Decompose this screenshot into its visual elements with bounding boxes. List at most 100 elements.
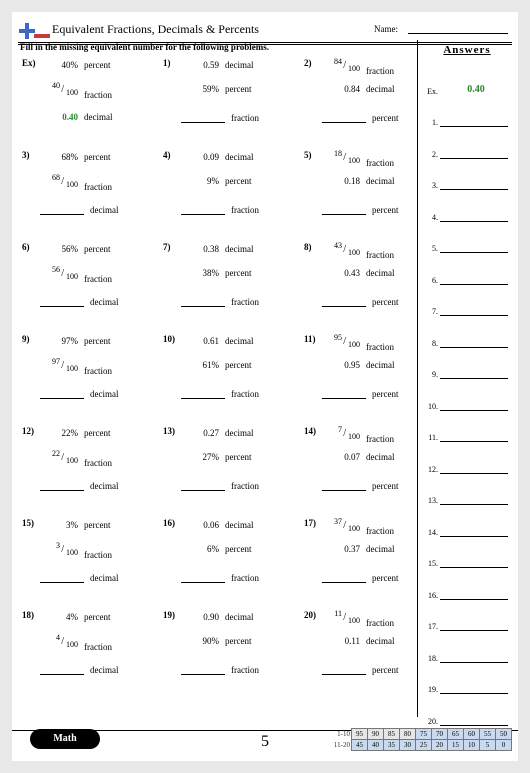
answer-blank-line[interactable] <box>440 557 508 568</box>
answer-blank[interactable] <box>40 296 84 307</box>
problem-number: 10) <box>163 334 175 344</box>
math-logo-icon <box>18 20 52 42</box>
type-label: percent <box>372 297 398 307</box>
type-label: percent <box>372 389 398 399</box>
answer-blank[interactable] <box>181 572 225 583</box>
type-label: decimal <box>225 60 254 70</box>
type-label: decimal <box>366 268 395 278</box>
answer-blank-line[interactable] <box>440 526 508 537</box>
value: 56% <box>40 244 84 254</box>
answer-blank-line[interactable] <box>440 116 508 127</box>
answer-blank[interactable] <box>181 480 225 491</box>
value: 0.61 <box>181 336 225 346</box>
problem-line: decimal <box>40 204 119 220</box>
value: 27% <box>181 452 225 462</box>
answer-row: 18. <box>422 631 512 663</box>
answer-blank-line[interactable] <box>440 148 508 159</box>
answer-blank[interactable] <box>181 664 225 675</box>
answer-blank[interactable] <box>40 572 84 583</box>
answer-blank-line[interactable] <box>440 463 508 474</box>
answer-row: Ex.0.40 <box>422 64 512 96</box>
type-label: fraction <box>231 113 259 123</box>
value: 0.11 <box>322 636 366 646</box>
value: 0.38 <box>181 244 225 254</box>
answer-blank[interactable] <box>322 480 366 491</box>
type-label: decimal <box>225 428 254 438</box>
answer-blank-line[interactable] <box>440 652 508 663</box>
problem-line: decimal <box>40 388 119 404</box>
answer-blank-line[interactable] <box>440 211 508 222</box>
answer-blank[interactable] <box>40 664 84 675</box>
answer-blank-line[interactable] <box>440 620 508 631</box>
answer-blank[interactable] <box>322 388 366 399</box>
problem-line: percent <box>322 664 398 680</box>
fraction: 22/100 <box>40 452 84 466</box>
answer-row: 19. <box>422 663 512 695</box>
answer-blank-line[interactable] <box>440 715 508 726</box>
answer-value: 0.40 <box>440 84 512 96</box>
answer-blank[interactable] <box>322 296 366 307</box>
fraction: 95/100 <box>322 336 366 350</box>
answer-blank-line[interactable] <box>440 305 508 316</box>
answer-blank[interactable] <box>181 388 225 399</box>
answer-blank-line[interactable] <box>440 368 508 379</box>
answer-blank-line[interactable] <box>440 589 508 600</box>
value: 0.06 <box>181 520 225 530</box>
answer-blank[interactable] <box>181 204 225 215</box>
answer-blank-line[interactable] <box>440 400 508 411</box>
problem-number: 20) <box>304 610 316 620</box>
problem-line: 4%percent <box>40 612 110 628</box>
type-label: fraction <box>366 342 394 352</box>
problem-line: percent <box>322 296 398 312</box>
problem-line: 0.38decimal <box>181 244 254 260</box>
problem-line: percent <box>322 204 398 220</box>
type-label: decimal <box>225 520 254 530</box>
type-label: percent <box>225 360 251 370</box>
problem-line: decimal <box>40 572 119 588</box>
value: 6% <box>181 544 225 554</box>
problem-line: 68/100fraction <box>40 176 112 192</box>
problem-line: 7/100fraction <box>322 428 394 444</box>
answer-blank-line[interactable] <box>440 179 508 190</box>
answer-blank[interactable] <box>322 572 366 583</box>
answer-blank-line[interactable] <box>440 337 508 348</box>
answer-blank-line[interactable] <box>440 494 508 505</box>
problem-line: 84/100fraction <box>322 60 394 76</box>
answer-number: 14. <box>422 528 440 537</box>
type-label: fraction <box>231 297 259 307</box>
value: 68% <box>40 152 84 162</box>
fraction: 97/100 <box>40 360 84 374</box>
answer-blank[interactable] <box>322 664 366 675</box>
answer-blank-line[interactable] <box>440 683 508 694</box>
problem-line: fraction <box>181 112 259 128</box>
type-label: decimal <box>225 152 254 162</box>
answer-blank[interactable] <box>322 204 366 215</box>
answer-blank[interactable] <box>40 388 84 399</box>
answer-number: 3. <box>422 181 440 190</box>
type-label: decimal <box>90 481 119 491</box>
answer-blank[interactable] <box>40 480 84 491</box>
answer-blank-line[interactable] <box>440 242 508 253</box>
value: 0.09 <box>181 152 225 162</box>
problem-line: 90%percent <box>181 636 251 652</box>
answer-blank-line[interactable] <box>440 431 508 442</box>
answer-number: 19. <box>422 685 440 694</box>
answer-blank[interactable] <box>181 296 225 307</box>
type-label: percent <box>225 176 251 186</box>
answer-blank[interactable] <box>181 112 225 123</box>
answer-blank-line[interactable] <box>440 274 508 285</box>
value: 40% <box>40 60 84 70</box>
type-label: decimal <box>366 84 395 94</box>
problem-line: 40/100fraction <box>40 84 112 100</box>
type-label: decimal <box>84 112 113 122</box>
type-label: fraction <box>231 481 259 491</box>
type-label: percent <box>84 612 110 622</box>
name-line[interactable] <box>408 33 508 34</box>
type-label: fraction <box>84 550 112 560</box>
problem-line: 22/100fraction <box>40 452 112 468</box>
answer-blank[interactable] <box>40 204 84 215</box>
type-label: fraction <box>84 274 112 284</box>
answer-number: 4. <box>422 213 440 222</box>
type-label: percent <box>84 152 110 162</box>
answer-blank[interactable] <box>322 112 366 123</box>
